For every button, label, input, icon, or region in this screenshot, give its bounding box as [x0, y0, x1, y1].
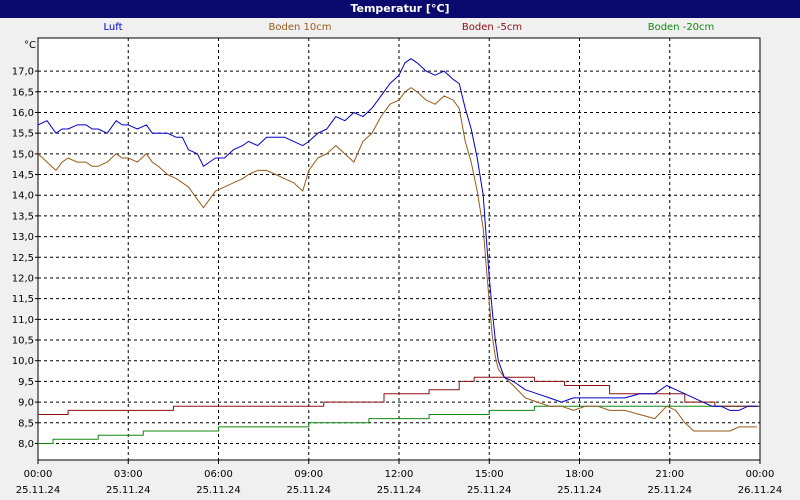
x-tick-time-label: 03:00: [114, 469, 143, 480]
series-line-luft: [37, 58, 757, 411]
y-tick-label: 16,0: [12, 108, 34, 119]
y-tick-label: 15,0: [12, 149, 34, 160]
x-tick-date-label: 25.11.24: [467, 485, 512, 496]
x-tick-date-label: 25.11.24: [557, 485, 602, 496]
x-tick-time-label: 00:00: [746, 469, 775, 480]
y-axis-unit: °C: [24, 40, 36, 51]
y-tick-label: 12,0: [12, 273, 34, 284]
x-tick-time-label: 15:00: [475, 469, 504, 480]
chart-title-bar: Temperatur [°C]: [0, 0, 800, 18]
y-tick-label: 8,0: [18, 439, 34, 450]
x-tick-date-label: 25.11.24: [286, 485, 331, 496]
x-tick-time-label: 09:00: [294, 469, 323, 480]
series-group: [37, 58, 760, 444]
y-tick-label: 14,0: [12, 191, 34, 202]
x-tick-date-label: 25.11.24: [16, 485, 61, 496]
x-tick-time-label: 21:00: [655, 469, 684, 480]
x-tick-date-label: 25.11.24: [196, 485, 241, 496]
y-tick-label: 11,5: [12, 294, 34, 305]
y-tick-label: 16,5: [12, 87, 34, 98]
y-tick-label: 11,0: [12, 315, 34, 326]
x-tick-date-label: 26.11.24: [738, 485, 783, 496]
legend-item-luft: Luft: [103, 22, 123, 33]
y-tick-label: 8,5: [18, 418, 34, 429]
chart-legend: Luft Boden 10cm Boden -5cm Boden -20cm: [0, 22, 800, 38]
x-tick-time-label: 18:00: [565, 469, 594, 480]
y-tick-label: 13,0: [12, 232, 34, 243]
series-line-boden-10cm: [37, 87, 757, 432]
x-tick-time-label: 00:00: [24, 469, 53, 480]
x-tick-date-label: 25.11.24: [377, 485, 422, 496]
y-tick-label: 15,5: [12, 129, 34, 140]
x-tick-time-label: 06:00: [204, 469, 233, 480]
axes: °C 8,0 8,5 9,0 9,5 10,0 10,5 11,0 11,5 12,0 12,5 1…: [12, 40, 783, 496]
y-tick-label: 10,5: [12, 336, 34, 347]
legend-item-boden-minus-20cm: Boden -20cm: [647, 22, 715, 33]
legend-item-boden-minus-5cm: Boden -5cm: [461, 22, 523, 33]
series-line-boden-minus-5cm: [38, 376, 760, 415]
y-tick-label: 9,5: [18, 377, 34, 388]
y-tick-label: 14,5: [12, 170, 34, 181]
x-tick-time-label: 12:00: [385, 469, 414, 480]
y-tick-label: 10,0: [12, 356, 34, 367]
y-tick-label: 9,0: [18, 398, 34, 409]
chart-title: Temperatur [°C]: [350, 2, 450, 15]
y-tick-label: 13,5: [12, 211, 34, 222]
y-tick-label: 12,5: [12, 253, 34, 264]
series-line-boden-minus-20cm: [38, 405, 760, 444]
x-tick-date-label: 25.11.24: [647, 485, 692, 496]
y-tick-label: 17,0: [12, 67, 34, 78]
x-tick-date-label: 25.11.24: [106, 485, 151, 496]
legend-item-boden-10cm: Boden 10cm: [268, 22, 332, 33]
